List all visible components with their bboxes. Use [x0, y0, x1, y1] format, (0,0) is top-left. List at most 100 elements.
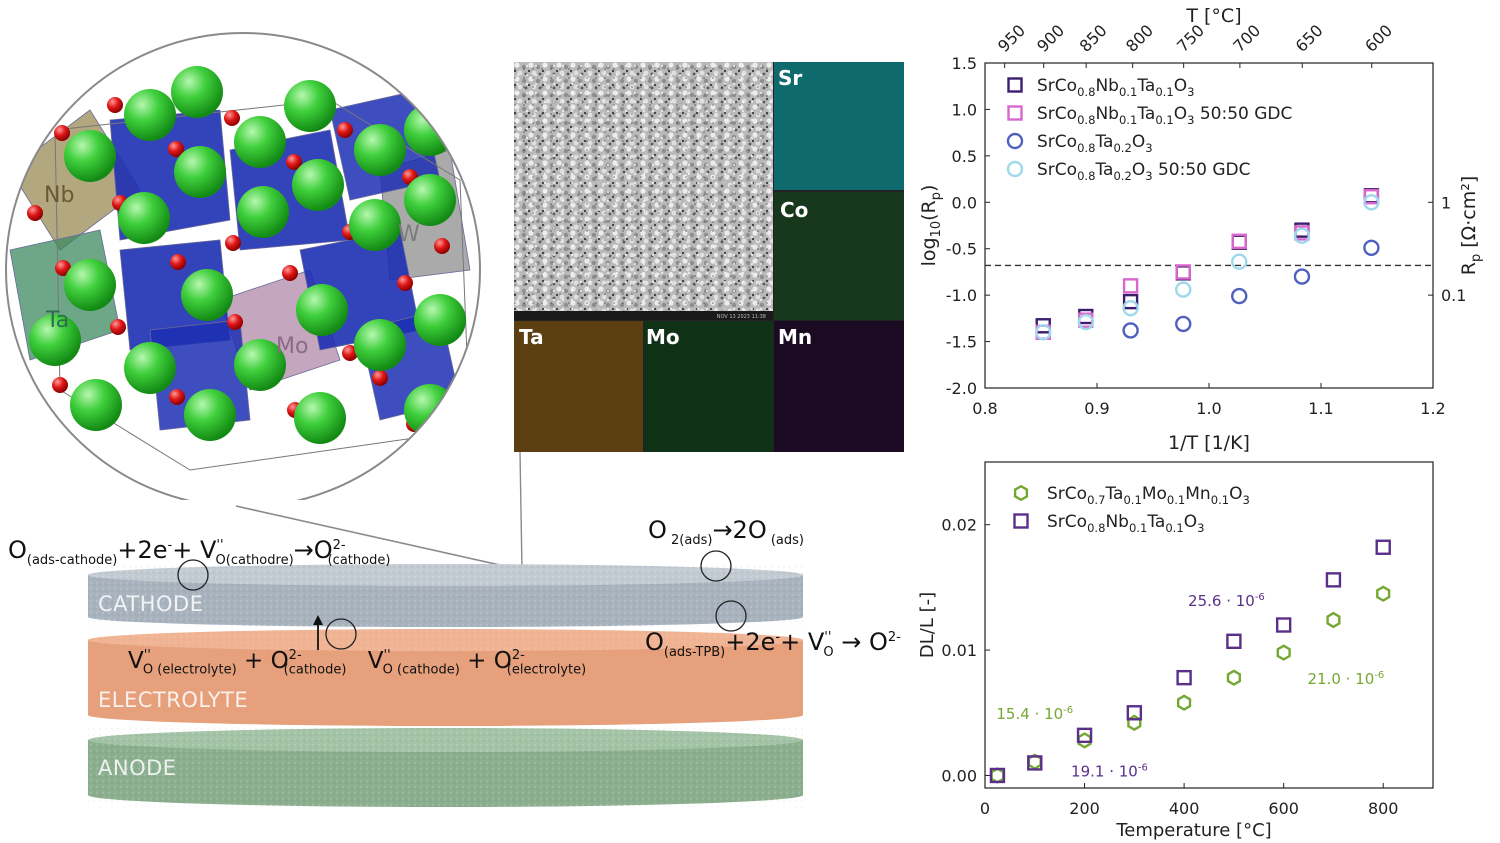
reaction-site-circle-2 [700, 550, 732, 582]
series-3 [1122, 239, 1380, 339]
r4-sup1: - [775, 630, 781, 645]
r3-sup4: 2- [511, 648, 525, 664]
reaction-site-circle-4 [325, 618, 357, 650]
x-tick-label: 1.2 [1420, 399, 1445, 418]
data-point [1226, 669, 1241, 686]
reaction-site-circle-3 [715, 600, 747, 632]
cell-stack [88, 550, 803, 807]
r2-a: O [648, 516, 667, 544]
y-tick-label: 0.0 [952, 193, 977, 212]
top-tick-label: 800 [1122, 21, 1157, 56]
data-point [989, 767, 1006, 784]
data-point [1231, 253, 1248, 270]
r1-sub3: (cathode) [327, 552, 391, 568]
strontium-atom [118, 192, 170, 244]
edx-label-mn: Mn [778, 325, 813, 349]
polarization-resistance-chart: 0.8 0.9 1.0 1.1 1.2 1.5 1.0 0.5 0.0 -0.5 -1.0 -1.5 -… [918, 5, 1484, 454]
mo-label: Mo [276, 334, 309, 359]
data-point [1176, 669, 1192, 686]
edx-tile-co: Co [774, 192, 904, 320]
oxygen-atom [169, 389, 185, 405]
data-point [1126, 705, 1143, 721]
r4-o: O [645, 628, 664, 656]
legend-label: SrCo0.8Ta0.2O3 50:50 GDC [1037, 160, 1251, 183]
oxygen-atom [107, 97, 123, 113]
top-tick-label: 950 [994, 21, 1029, 56]
w-label: W [398, 222, 420, 247]
r4-sup2: '' [824, 630, 832, 645]
crystal-structure-illustration [5, 32, 481, 500]
slope-annotation: 25.6 · 10-6 [1188, 592, 1265, 610]
strontium-atom [29, 314, 81, 366]
r1-arrow: →O [293, 536, 333, 564]
r3-sup3: '' [383, 648, 391, 664]
electrolyte-layer [88, 629, 803, 726]
cathode-layer [88, 564, 803, 627]
data-point [1363, 239, 1380, 256]
strontium-atom [292, 159, 344, 211]
strontium-atom [171, 66, 223, 118]
top-tick-label: 600 [1361, 21, 1396, 56]
oxygen-atom [224, 110, 240, 126]
series-4 [1035, 194, 1380, 341]
edx-label-sr: Sr [778, 66, 803, 90]
r1-sup2: '' [216, 538, 224, 553]
strontium-atom [354, 124, 406, 176]
strontium-atom [296, 284, 348, 336]
data-point [1363, 194, 1380, 211]
r3-v1: V [128, 648, 144, 674]
legend-label: SrCo0.8Ta0.2O3 [1037, 132, 1153, 155]
data-point [1326, 611, 1341, 629]
strontium-atom [234, 116, 286, 168]
oxygen-atom [286, 154, 302, 170]
r1-sub2: O(cathodre) [215, 552, 294, 568]
data-point [1076, 727, 1093, 744]
r3-sup1: '' [143, 648, 151, 664]
edx-tile-mo: Mo [644, 321, 773, 452]
oxygen-atom [282, 265, 298, 281]
data-point [1375, 539, 1391, 555]
r3-sub1: O (electrolyte) [142, 662, 237, 678]
legend-marker [1007, 77, 1023, 93]
x-axis-title: 1/T [1/K] [1168, 432, 1250, 454]
y-tick-label: -1.0 [946, 286, 977, 305]
oxygen-atom [110, 319, 126, 335]
nb-label: Nb [44, 183, 75, 208]
data-point [1122, 293, 1139, 310]
strontium-atom [414, 294, 466, 346]
oxygen-atom [225, 235, 241, 251]
oxygen-atom [54, 125, 70, 141]
legend-marker [1006, 132, 1024, 150]
right-tick-label: 1 [1441, 193, 1451, 212]
data-point [1127, 714, 1142, 731]
slope-annotation: 15.4 · 10-6 [996, 705, 1073, 723]
r1-sub1: (ads-cathode) [26, 552, 118, 568]
data-point [1077, 313, 1095, 331]
y-tick-label: 1.5 [952, 54, 977, 73]
r3-v2: V [360, 648, 384, 674]
x-tick-label: 600 [1268, 799, 1299, 818]
r3-sub3: O (cathode) [382, 662, 460, 678]
reaction-tpb: O(ads-TPB)+2e-+ V''O → O2- [645, 628, 901, 660]
legend-marker [1013, 484, 1029, 502]
legend-marker [1013, 513, 1029, 529]
edx-label-ta: Ta [519, 325, 544, 349]
r4-sup3: 2- [887, 630, 901, 645]
y-tick-label: -1.5 [946, 333, 977, 352]
oxygen-atom [227, 314, 243, 330]
x-tick-label: 0 [980, 799, 990, 818]
data-point [1226, 633, 1242, 650]
y-axis-title: DL/L [-] [917, 592, 938, 658]
series-2 [989, 539, 1391, 784]
r3-sup2: 2- [288, 648, 302, 664]
r2-sub1: 2(ads) [666, 532, 713, 548]
edx-tile-ta: Ta [514, 321, 643, 452]
sem-image: NOV 13 2023 11:38 [514, 62, 773, 320]
oxygen-atom [342, 345, 358, 361]
strontium-atom [404, 384, 456, 436]
strontium-atom [234, 339, 286, 391]
legend-label: SrCo0.8Nb0.1Ta0.1O3 50:50 GDC [1037, 104, 1292, 127]
y-tick-label: 0.02 [941, 516, 977, 535]
strontium-atom [404, 104, 456, 156]
data-point [1275, 617, 1292, 633]
